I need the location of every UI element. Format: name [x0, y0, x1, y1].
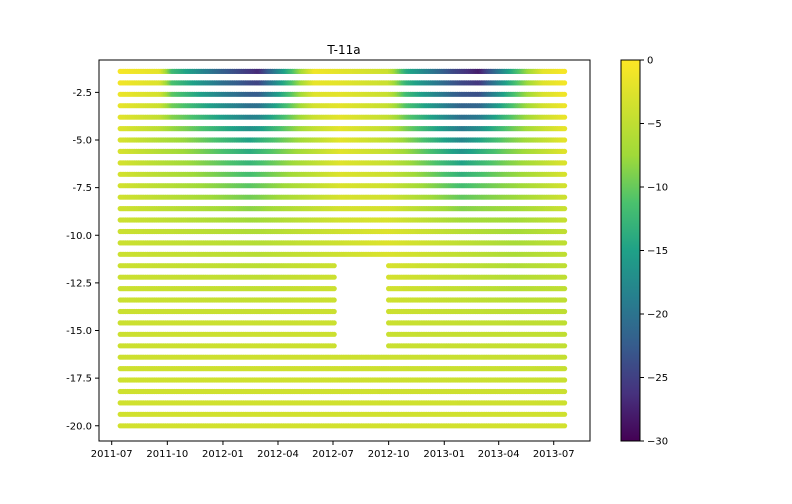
data-point [562, 240, 568, 246]
data-point [562, 68, 568, 74]
data-point [562, 228, 568, 235]
data-point [562, 286, 568, 292]
data-point [562, 126, 568, 132]
data-point [562, 137, 568, 143]
data-point [562, 160, 568, 166]
data-point [562, 148, 568, 154]
data-point [562, 194, 568, 200]
chart-title: T-11a [326, 43, 360, 57]
data-point [331, 263, 337, 269]
data-point [331, 297, 337, 303]
data-point [562, 171, 568, 177]
data-point [562, 263, 568, 269]
data-point [562, 274, 568, 280]
data-point [562, 91, 568, 97]
data-point [562, 217, 568, 223]
scatter-points [117, 68, 568, 429]
data-point [562, 114, 568, 120]
data-point [562, 80, 568, 86]
data-point [562, 103, 568, 109]
data-point [562, 251, 568, 257]
data-point [331, 286, 337, 292]
data-point [562, 183, 568, 189]
data-point [331, 274, 337, 280]
data-point [562, 206, 568, 212]
